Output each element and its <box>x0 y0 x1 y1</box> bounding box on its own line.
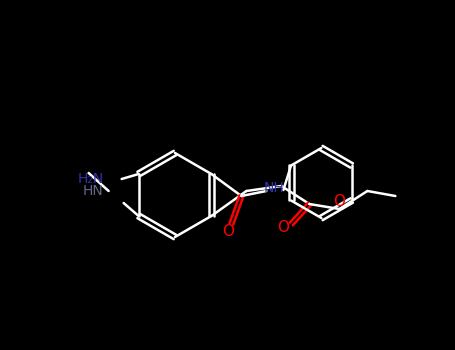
Text: HN: HN <box>83 184 104 198</box>
Text: H₂N: H₂N <box>77 172 104 186</box>
Text: NH: NH <box>264 181 285 195</box>
Text: O: O <box>278 219 289 234</box>
Text: O: O <box>222 224 234 239</box>
Text: O: O <box>334 194 345 209</box>
